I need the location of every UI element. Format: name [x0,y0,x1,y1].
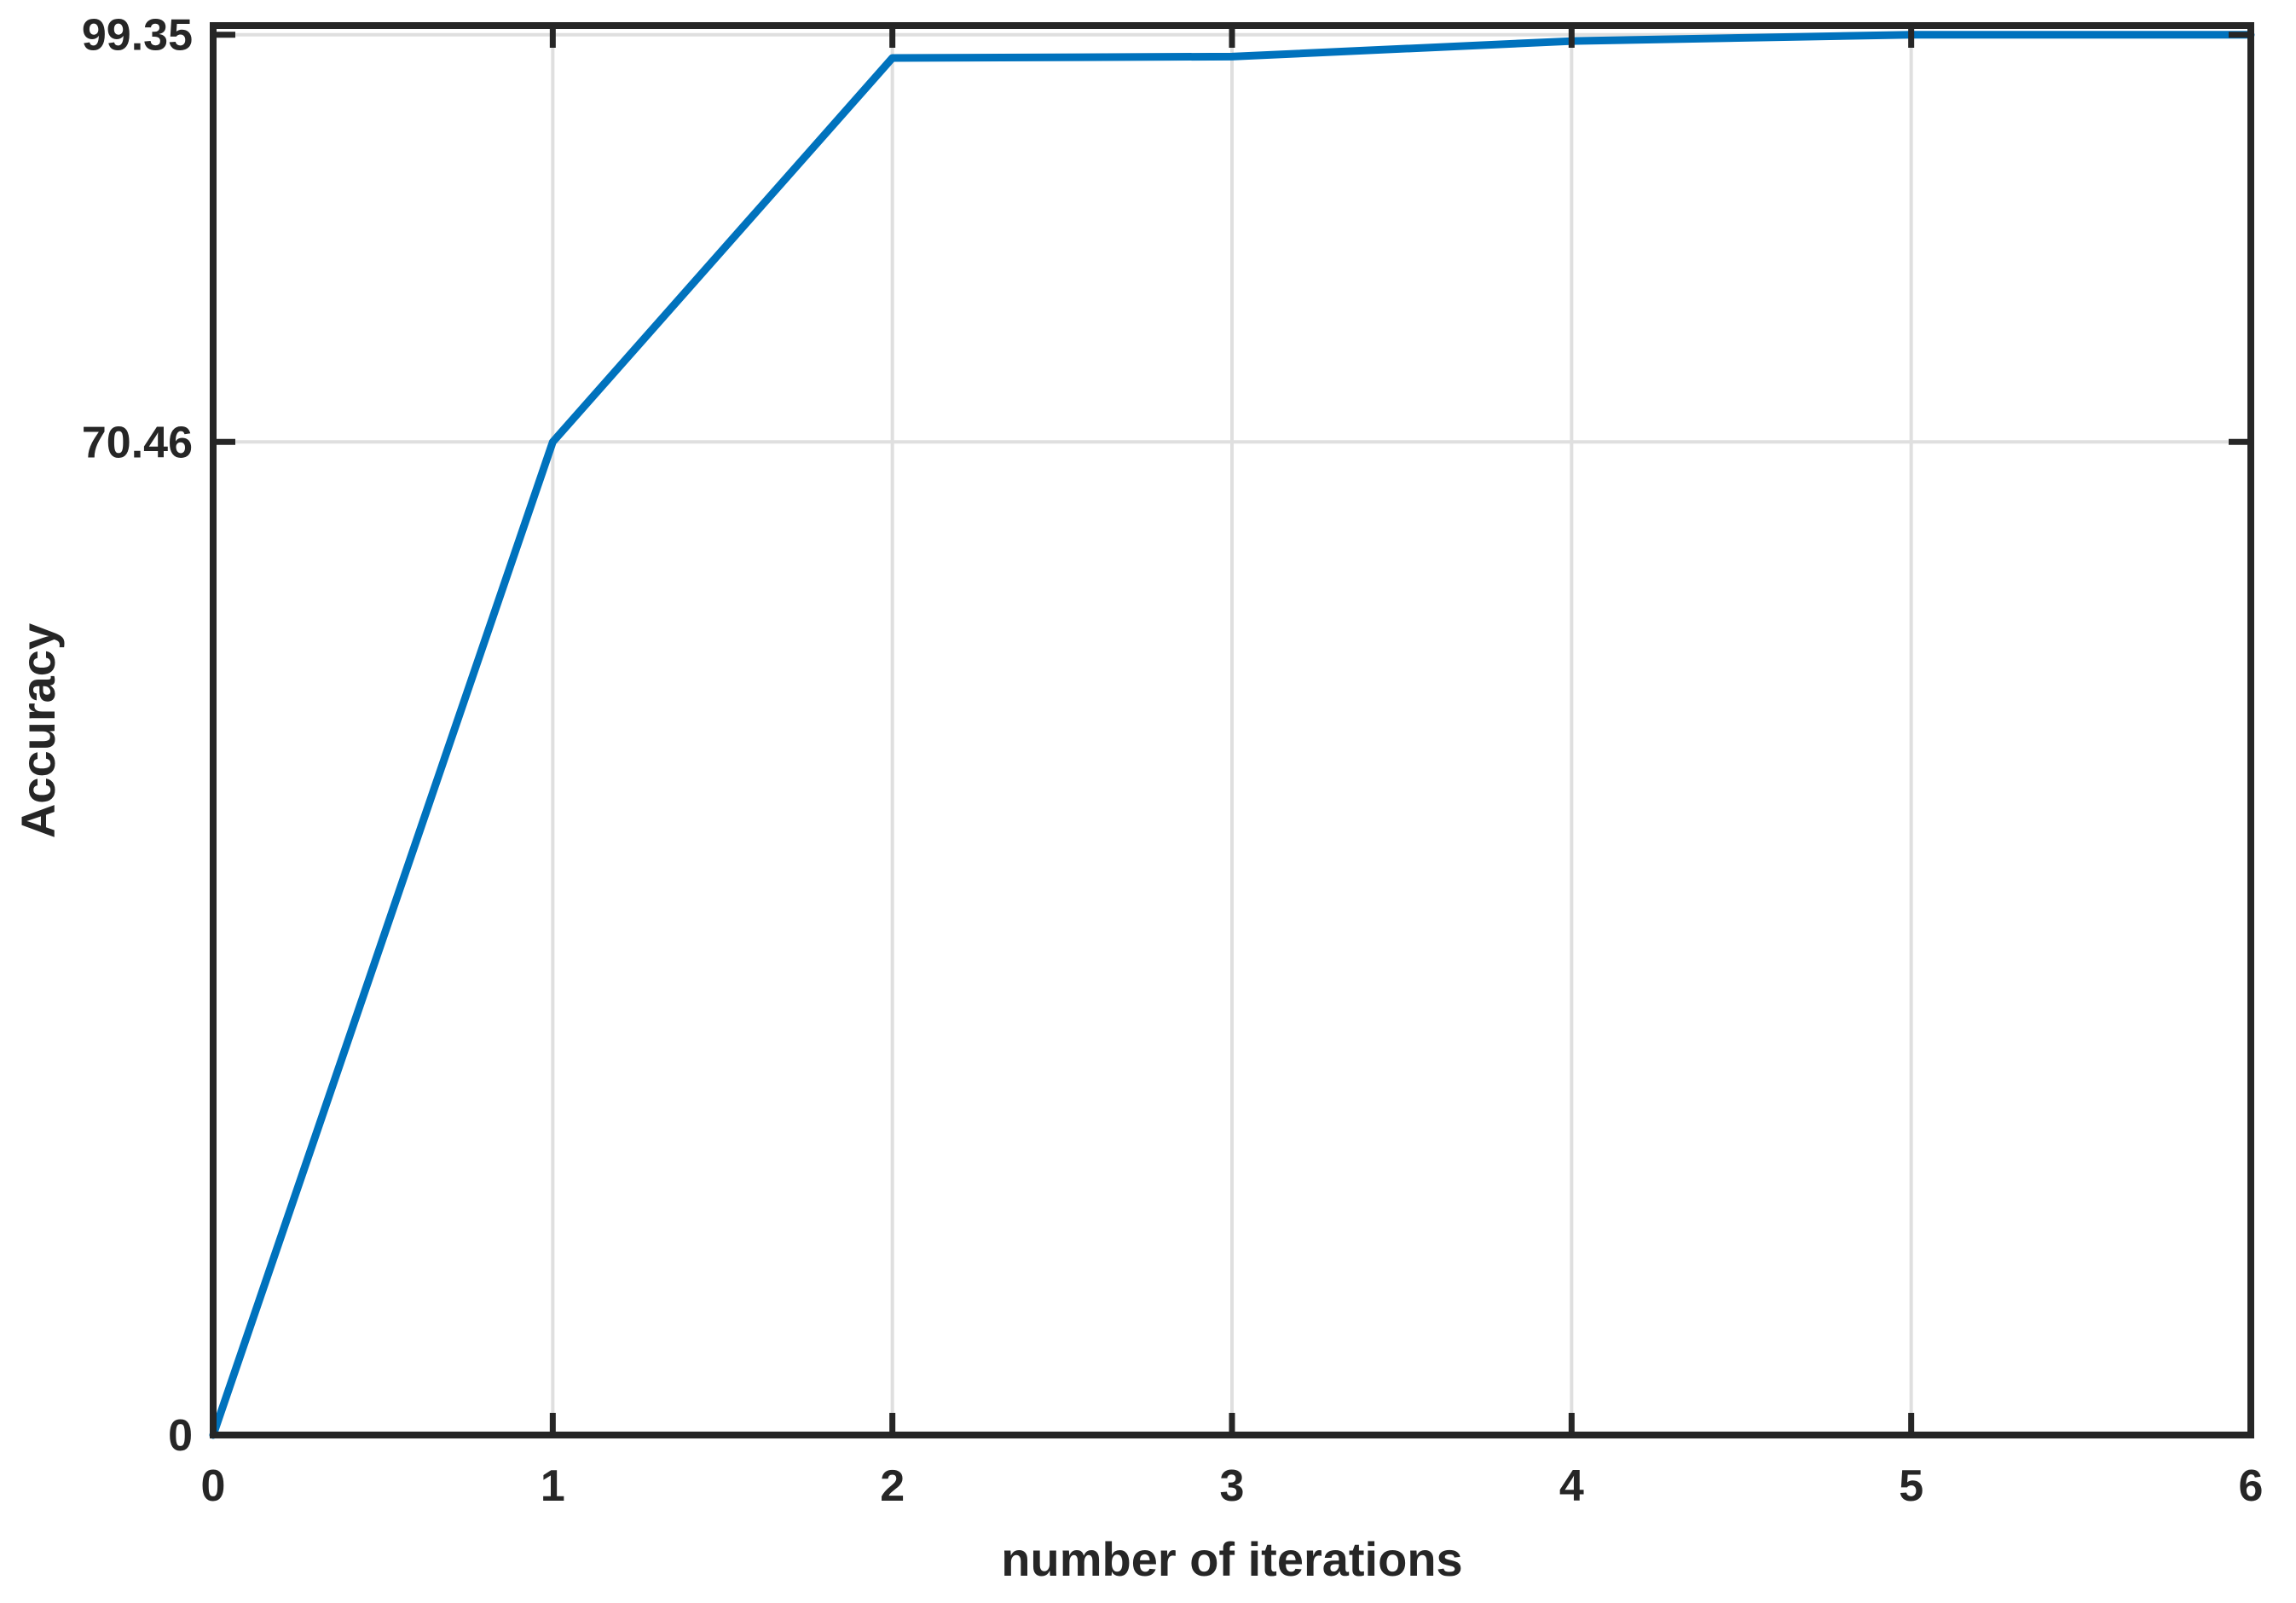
x-tick-labels: 0 1 2 3 4 5 6 [201,1461,2264,1511]
y-tick-label: 99.35 [82,11,193,61]
axis-tick-marks [210,26,2254,1438]
y-tick-label: 0 [168,1411,193,1461]
x-axis-label: number of iterations [1001,1532,1462,1586]
x-tick-label: 1 [541,1461,565,1511]
y-tick-labels: 0 70.46 99.35 [82,11,193,1461]
x-tick-label: 0 [201,1461,226,1511]
x-tick-label: 2 [880,1461,905,1511]
x-tick-label: 3 [1220,1461,1245,1511]
x-tick-label: 5 [1899,1461,1923,1511]
y-tick-label: 70.46 [82,418,193,467]
x-tick-label: 6 [2239,1461,2264,1511]
y-axis-label: Accuracy [11,623,65,838]
x-tick-label: 4 [1559,1461,1584,1511]
grid-lines [211,26,2253,1437]
